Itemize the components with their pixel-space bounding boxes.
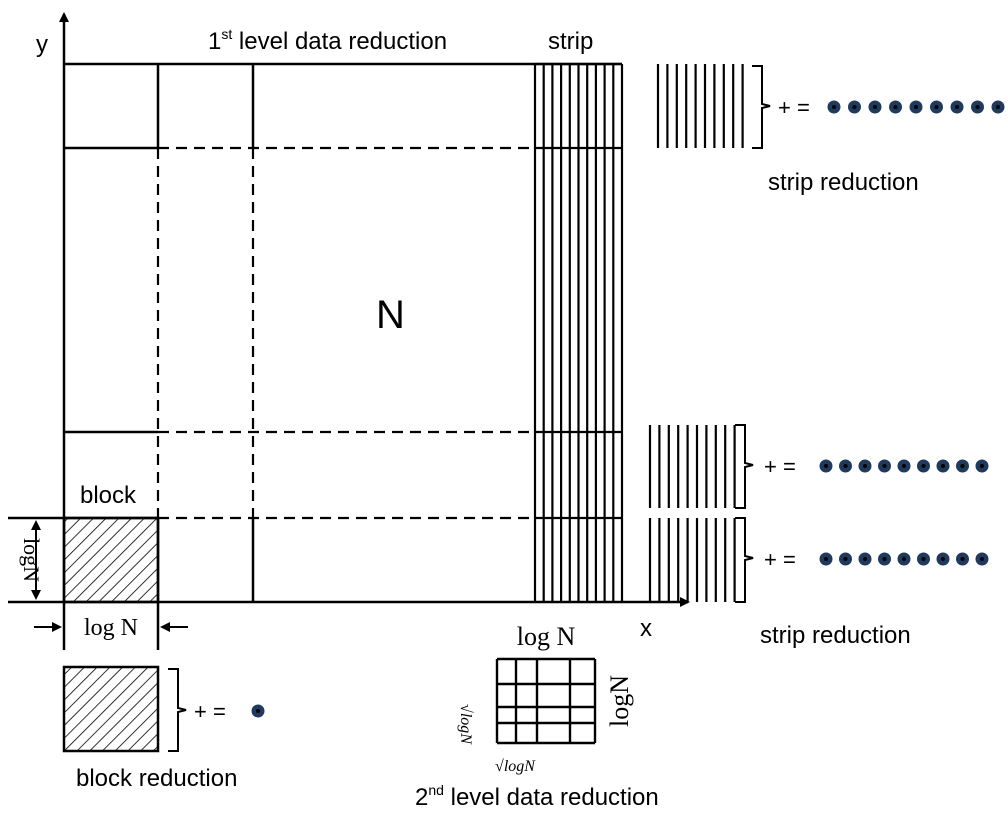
reduction-dot-center: [882, 557, 887, 561]
x-axis-label: x: [640, 615, 652, 642]
brace-middle: [735, 424, 754, 509]
block-height-label: logN: [19, 538, 44, 582]
first-level-title: 1st level data reduction: [208, 26, 447, 55]
reduction-dot-center: [882, 464, 887, 468]
strip-label: strip: [548, 28, 593, 55]
reduction-dot-center: [863, 557, 867, 561]
grid-right-label: logN: [605, 675, 634, 727]
brace-bottom: [735, 517, 754, 603]
y-axis-label: y: [36, 31, 48, 58]
reduction-dot-center: [980, 464, 984, 468]
block-reduction-brace: [168, 668, 187, 752]
reduction-dot-center: [902, 464, 906, 468]
second-level-title: 2nd level data reduction: [415, 782, 659, 811]
dot-row-middle: [819, 459, 989, 473]
grid-top-label: log N: [517, 622, 576, 651]
reduction-dot-center: [980, 557, 984, 561]
reduction-dot-center: [921, 464, 926, 468]
reduction-dot-center: [914, 105, 918, 109]
dot-row-top: [827, 100, 1005, 114]
block-hatched: [62, 516, 160, 604]
strip-top: [656, 64, 744, 148]
reduction-dot-center: [941, 464, 945, 468]
reduction-dot-center: [941, 557, 945, 561]
reduction-dot-center: [960, 464, 965, 468]
plus-equals-top: + =: [778, 95, 810, 120]
reduction-dot-center: [921, 557, 926, 561]
grid-bottom-sqrt-label: √logN: [495, 758, 536, 775]
block-reduction-label: block reduction: [76, 765, 237, 792]
reduction-dot-center: [852, 105, 857, 109]
reduction-dot-center: [843, 557, 848, 561]
reduction-dot-center: [955, 105, 959, 109]
strip-reduction-top-label: strip reduction: [768, 169, 919, 196]
reduction-dot-center: [824, 464, 828, 468]
reduction-dot-center: [824, 557, 828, 561]
plus-equals-middle: + =: [764, 454, 796, 479]
reduction-dot-center: [843, 464, 848, 468]
block-reduction-dot-center: [256, 709, 260, 713]
block-label: block: [80, 482, 137, 509]
reduction-dot-center: [863, 464, 867, 468]
reduction-dot-center: [934, 105, 939, 109]
second-level-grid: [495, 657, 597, 745]
reduction-dot-center: [960, 557, 965, 561]
n-label: N: [376, 293, 405, 337]
grid-left-sqrt-label: √logN: [457, 704, 474, 745]
reduction-dot-center: [902, 557, 906, 561]
plus-equals-bottom: + =: [764, 547, 796, 572]
block-reduction-box: [62, 665, 160, 753]
strip-region: [533, 62, 624, 602]
brace-top: [752, 65, 771, 149]
strip-middle: [648, 425, 736, 508]
reduction-dot-center: [996, 105, 1000, 109]
block-width-label: log N: [84, 615, 138, 641]
reduction-dot-center: [975, 105, 980, 109]
reduction-dot-center: [873, 105, 877, 109]
strip-reduction-bottom-label: strip reduction: [760, 622, 911, 649]
strip-bottom: [648, 518, 736, 602]
reduction-dot-center: [893, 105, 898, 109]
block-reduction-plus-equals: + =: [194, 699, 226, 724]
reduction-dot-center: [832, 105, 836, 109]
dot-row-bottom: [819, 552, 989, 566]
